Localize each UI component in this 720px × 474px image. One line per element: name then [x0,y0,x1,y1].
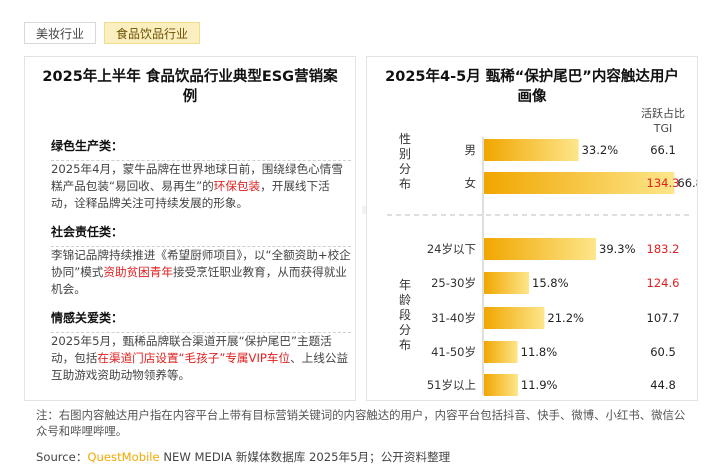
tab-beauty-industry[interactable]: 美妆行业 [24,22,97,44]
source-line: Source：QuestMobile NEW MEDIA 新媒体数据库 2025… [36,449,450,465]
bar-value-label: 11.9% [521,378,558,392]
category-label: 41-50岁 [431,345,476,359]
bar-value-label: 33.2% [582,143,619,157]
user-profile-panel: 2025年4-5月 甄稀“保护尾巴”内容触达用户画像 活跃占比 TGI 性别分布… [366,56,698,401]
group-label-char: 年 [399,278,411,292]
highlight-text: 资助贫困青年 [103,265,173,279]
category-label: 31-40岁 [431,311,476,325]
case-divider [51,332,351,333]
bar [484,341,518,363]
case-social-responsibility: 社会责任类： 李锦记品牌持续推进《希望厨师项目》，以“全额资助+校企协同”模式资… [51,223,351,298]
category-label: 24岁以下 [427,242,476,256]
group-label-char: 龄 [399,293,411,307]
bar [484,272,530,294]
esg-cases-panel: 2025年上半年 食品饮品行业典型ESG营销案例 绿色生产类： 2025年4月，… [24,56,356,401]
tgi-value: 66.1 [650,143,676,157]
bar-value-label: 39.3% [599,242,636,256]
group-label-char: 分 [399,162,411,176]
tgi-value: 107.7 [647,311,680,325]
tgi-value: 60.5 [650,345,676,359]
category-label: 51岁以上 [427,378,476,392]
case-text: 2025年4月，蒙牛品牌在世界地球日前，围绕绿色心情雪糕产品包装“易回收、易再生… [51,162,343,193]
case-emotional-care: 情感关爱类： 2025年5月，甄稀品牌联合渠道开展“保护尾巴”主题活动，包括在渠… [51,309,351,384]
case-text: 、上线公益互助游戏资助动物领养等。 [51,351,349,382]
tgi-value: 134.3 [647,176,680,190]
highlight-text: 环保包装 [213,179,261,193]
bar [484,172,675,194]
bar-value-label: 11.8% [521,345,558,359]
tab-food-beverage-industry[interactable]: 食品饮品行业 [104,22,201,44]
case-text: 2025年5月，甄稀品牌联合渠道开展“保护尾巴”主题活动，包括 [51,334,332,365]
col-header-tgi: TGI [653,122,673,135]
group-label-char: 别 [399,147,411,161]
source-prefix: Source： [36,450,88,464]
case-text: 李锦记品牌持续推进《希望厨师项目》，以“全额资助+校企协同”模式 [51,248,351,279]
case-title: 情感关爱类： [51,311,124,325]
bar [484,374,518,396]
group-label-char: 段 [399,307,411,322]
bar [484,139,579,161]
case-body: 李锦记品牌持续推进《希望厨师项目》，以“全额资助+校企协同”模式资助贫困青年接受… [51,247,351,298]
user-profile-title: 2025年4-5月 甄稀“保护尾巴”内容触达用户画像 [385,69,679,105]
group-label-char: 布 [399,177,411,191]
case-title: 绿色生产类： [51,139,124,153]
category-label: 女 [465,176,477,190]
case-text: 接受烹饪职业教育，从而获得就业机会。 [51,265,347,296]
group-label-char: 布 [399,338,411,352]
industry-tabs: 美妆行业 食品饮品行业 [24,22,201,44]
case-divider [51,160,351,161]
bar [484,307,545,329]
category-label: 25-30岁 [431,276,476,290]
esg-cases-title: 2025年上半年 食品饮品行业典型ESG营销案例 [42,69,338,105]
tgi-value: 183.2 [647,242,680,256]
group-label-char: 性 [399,132,411,146]
col-header-active-share: 活跃占比 [641,106,685,120]
bar-value-label: 15.8% [532,276,569,290]
bar-value-label: 66.8% [677,176,697,190]
source-suffix: NEW MEDIA 新媒体数据库 2025年5月；公开资料整理 [159,450,451,464]
bar [484,238,597,260]
case-body: 2025年4月，蒙牛品牌在世界地球日前，围绕绿色心情雪糕产品包装“易回收、易再生… [51,161,351,212]
tgi-value: 124.6 [647,276,680,290]
footnote: 注：右图内容触达用户指在内容平台上带有目标营销关键词的内容触达的用户，内容平台包… [36,408,686,438]
tgi-value: 44.8 [650,378,676,392]
case-green-production: 绿色生产类： 2025年4月，蒙牛品牌在世界地球日前，围绕绿色心情雪糕产品包装“… [51,137,351,212]
group-label-char: 分 [399,323,411,337]
bar-value-label: 21.2% [547,311,584,325]
category-label: 男 [465,143,477,157]
source-brand: QuestMobile [87,450,160,464]
case-text: ，开展线下活动，诠释品牌关注可持续发展的形象。 [51,179,330,210]
case-body: 2025年5月，甄稀品牌联合渠道开展“保护尾巴”主题活动，包括在渠道门店设置“毛… [51,333,351,384]
case-title: 社会责任类： [51,225,124,239]
highlight-text: 在渠道门店设置“毛孩子”专属VIP车位 [97,351,291,365]
case-divider [51,246,351,247]
